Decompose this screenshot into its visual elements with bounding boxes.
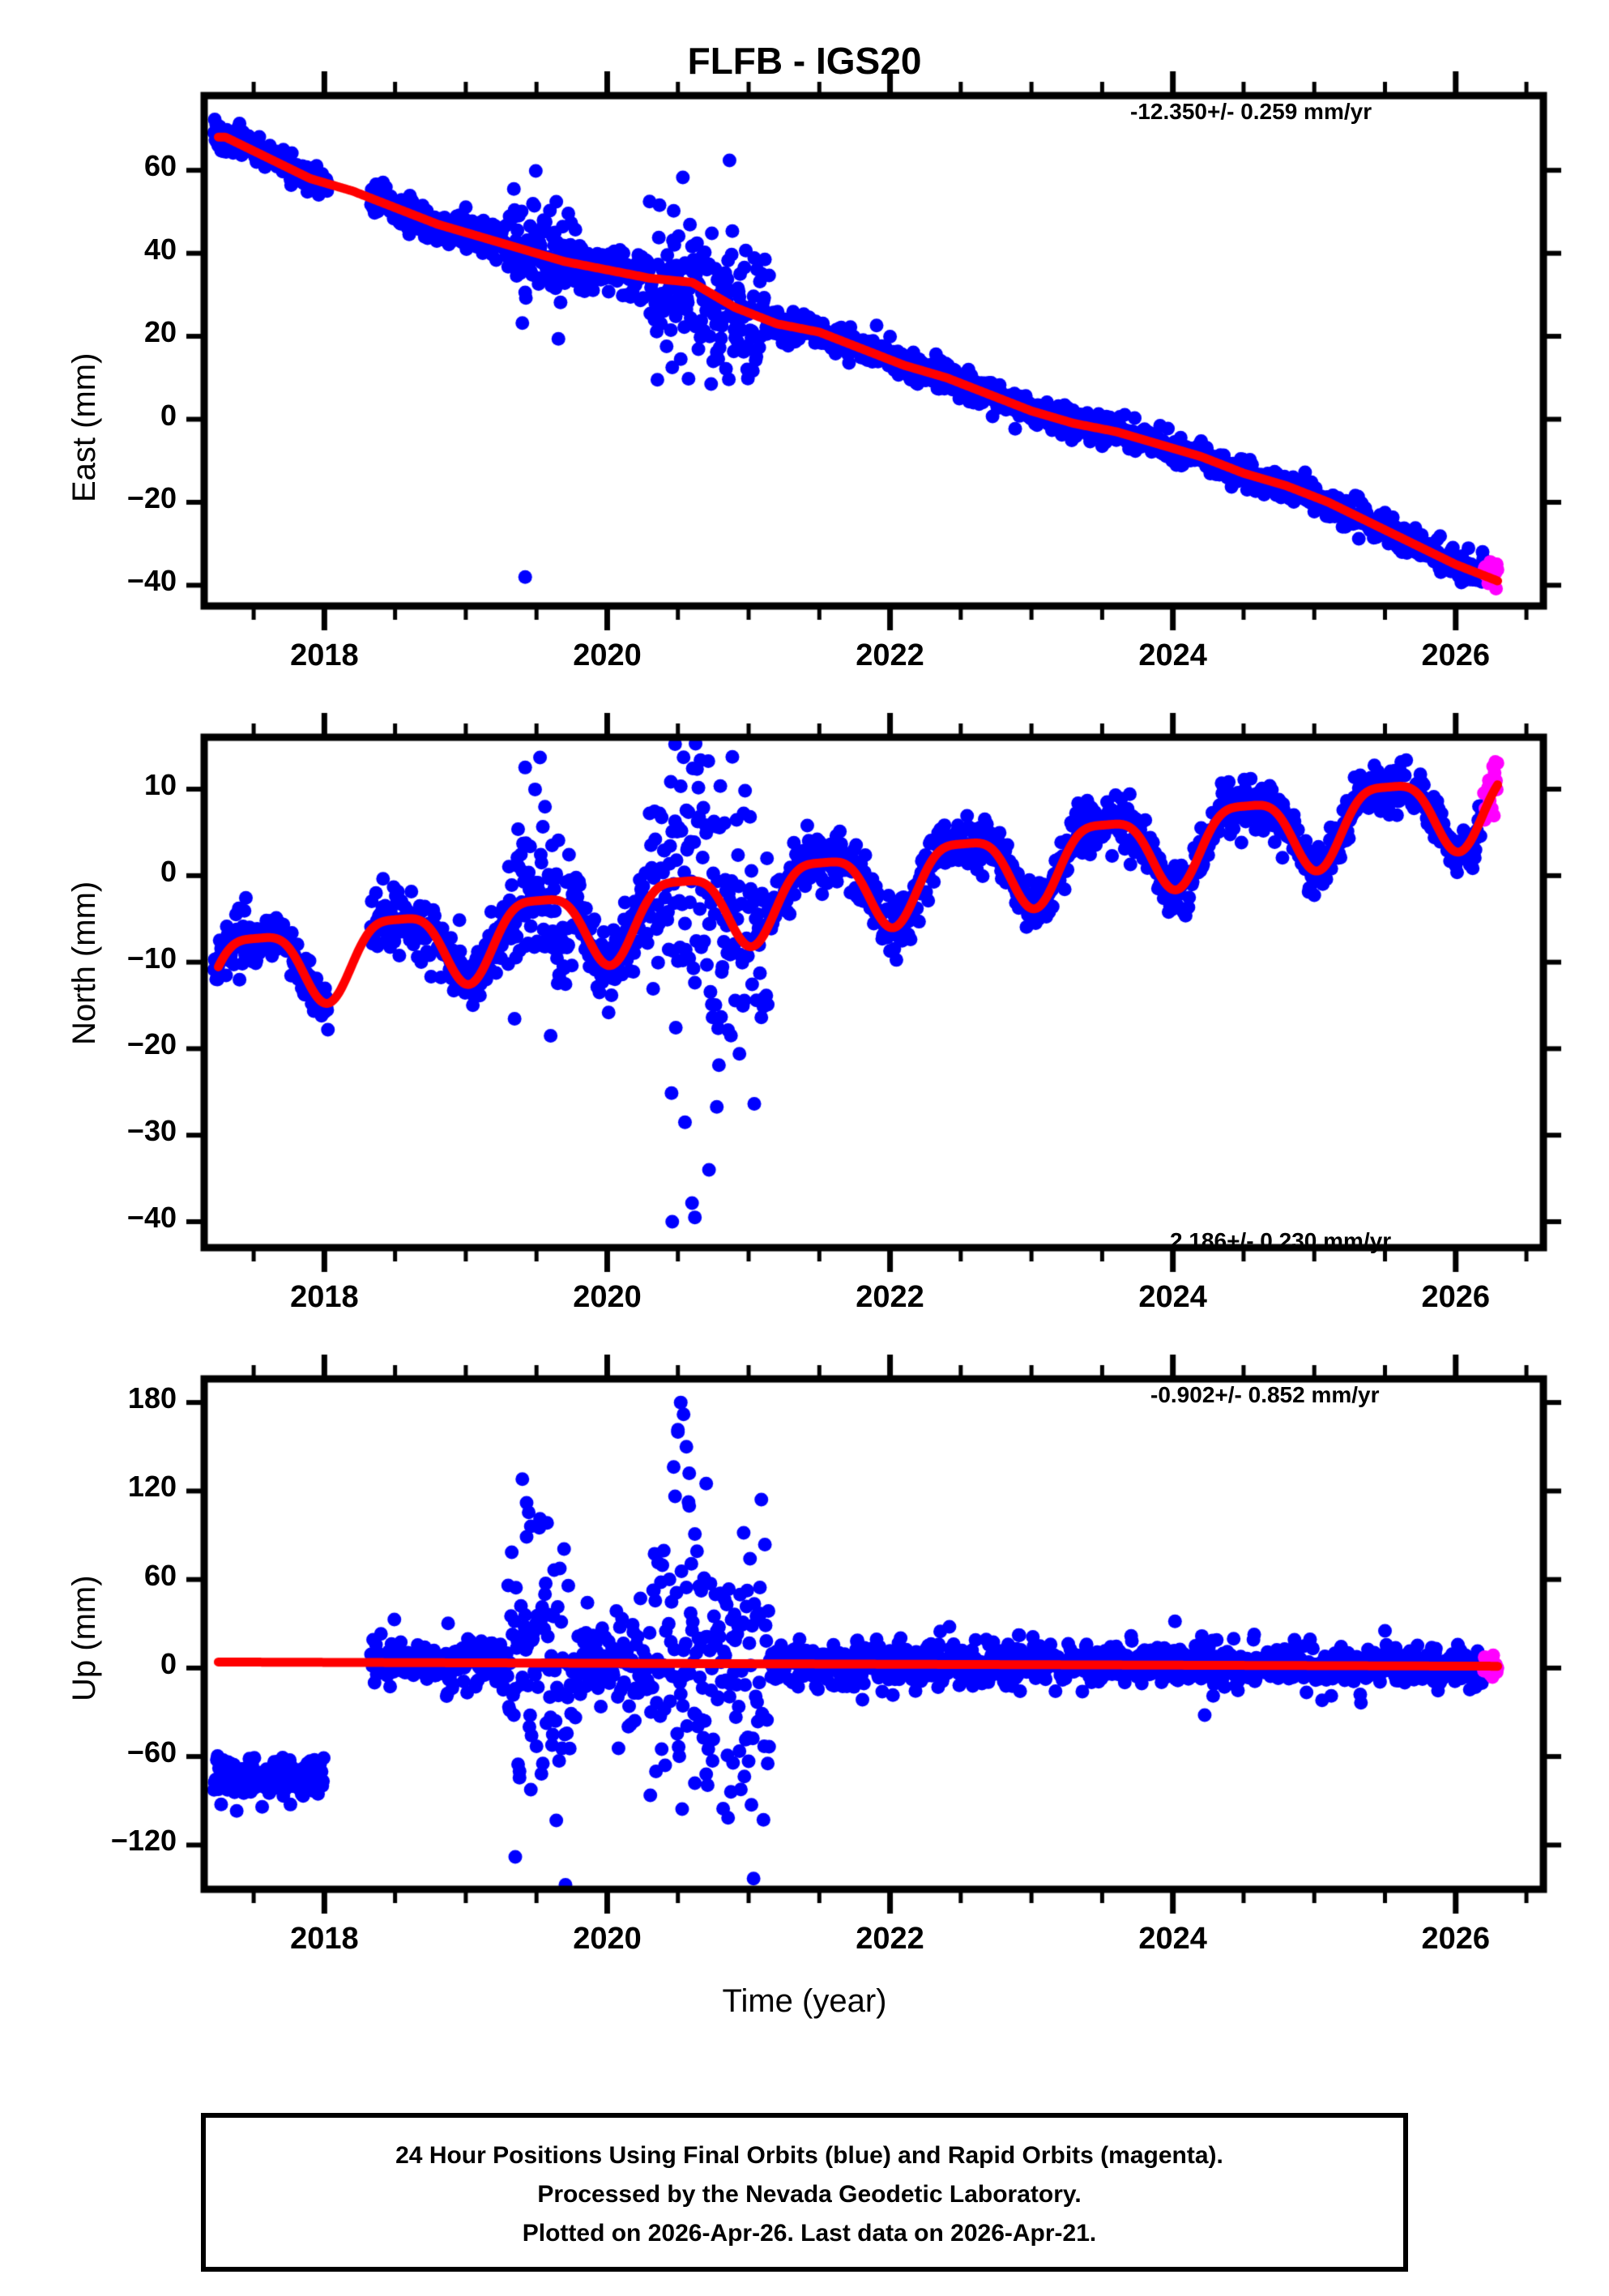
timeseries-plot-canvas (0, 0, 1609, 2296)
gps-timeseries-figure: FLFB - IGS20 -12.350+/- 0.259 mm/yr East… (0, 0, 1609, 2296)
